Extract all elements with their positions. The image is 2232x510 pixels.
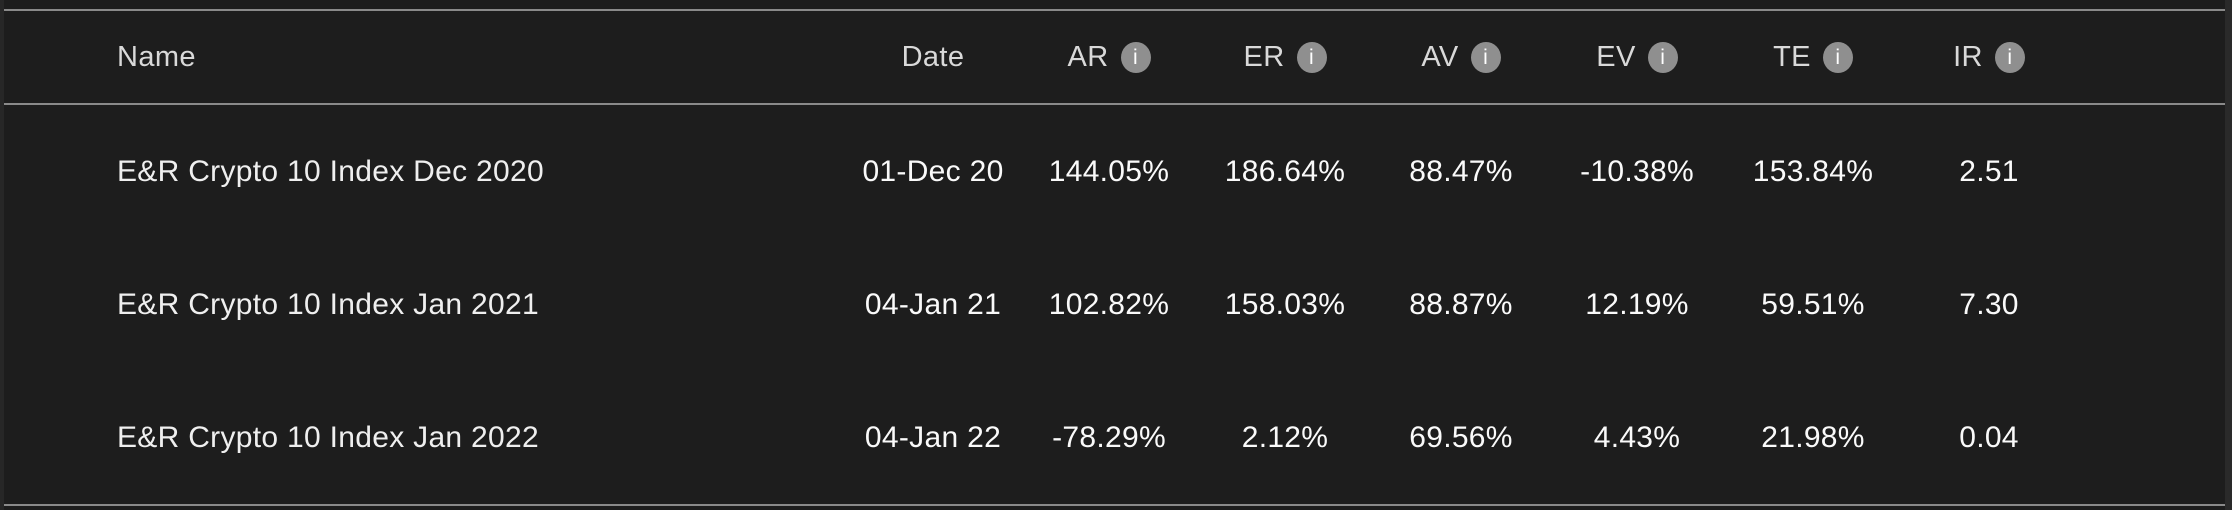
av-cell: 88.87% — [1409, 287, 1513, 321]
ir-cell: 2.51 — [1959, 154, 2019, 188]
header-label-er: ER — [1243, 40, 1285, 73]
ar-cell: 102.82% — [1048, 287, 1170, 321]
ev-cell: -10.38% — [1580, 154, 1694, 188]
ev-info-icon[interactable]: i — [1647, 41, 1678, 73]
av-info-icon[interactable]: i — [1470, 41, 1501, 73]
table-top-border — [4, 9, 2225, 11]
header-bottom-border — [4, 103, 2225, 105]
performance-metrics-table: Name Date AR i ER i AV i EV i TE i — [4, 0, 2225, 510]
te-cell: 21.98% — [1761, 420, 1865, 454]
name-cell: E&R Crypto 10 Index Jan 2021 — [117, 287, 539, 321]
te-cell: 59.51% — [1761, 287, 1865, 321]
header-label-ir: IR — [1953, 40, 1983, 73]
date-cell: 04-Jan 22 — [864, 420, 1002, 454]
er-cell: 2.12% — [1241, 420, 1329, 454]
date-cell: 04-Jan 21 — [864, 287, 1002, 321]
av-cell: 88.47% — [1409, 154, 1513, 188]
name-cell: E&R Crypto 10 Index Jan 2022 — [117, 420, 539, 454]
header-label-date: Date — [901, 40, 965, 73]
header-cell-ev: EV i — [1549, 41, 1725, 74]
ir-info-icon[interactable]: i — [1994, 41, 2025, 73]
date-cell: 01-Dec 20 — [862, 154, 1004, 188]
header-cell-ir: IR i — [1901, 41, 2077, 74]
header-label-ev: EV — [1596, 40, 1636, 73]
ir-cell: 0.04 — [1959, 420, 2019, 454]
table-row: E&R Crypto 10 Index Jan 2022 04-Jan 22 -… — [4, 371, 2225, 504]
er-cell: 186.64% — [1224, 154, 1346, 188]
page-background-strip — [2225, 0, 2232, 510]
er-info-icon[interactable]: i — [1296, 41, 1327, 73]
table-bottom-border — [4, 504, 2225, 506]
header-cell-name: Name — [117, 40, 196, 73]
table-header-row: Name Date AR i ER i AV i EV i TE i — [4, 11, 2225, 103]
header-label-av: AV — [1421, 40, 1459, 73]
te-info-icon[interactable]: i — [1822, 41, 1853, 73]
ev-cell: 12.19% — [1585, 287, 1689, 321]
header-cell-ar: AR i — [1021, 41, 1197, 74]
header-cell-av: AV i — [1373, 41, 1549, 74]
header-label-ar: AR — [1067, 40, 1109, 73]
av-cell: 69.56% — [1409, 420, 1513, 454]
header-cell-te: TE i — [1725, 41, 1901, 74]
header-label-te: TE — [1773, 40, 1811, 73]
table-row: E&R Crypto 10 Index Jan 2021 04-Jan 21 1… — [4, 238, 2225, 371]
er-cell: 158.03% — [1224, 287, 1346, 321]
header-cell-date: Date — [845, 41, 1021, 74]
header-cell-er: ER i — [1197, 41, 1373, 74]
ar-info-icon[interactable]: i — [1120, 41, 1151, 73]
ar-cell: -78.29% — [1052, 420, 1166, 454]
bottom-spacer — [4, 506, 2225, 510]
top-spacer — [4, 0, 2225, 9]
name-cell: E&R Crypto 10 Index Dec 2020 — [117, 154, 544, 188]
te-cell: 153.84% — [1752, 154, 1874, 188]
table-row: E&R Crypto 10 Index Dec 2020 01-Dec 20 1… — [4, 105, 2225, 238]
ev-cell: 4.43% — [1593, 420, 1681, 454]
ir-cell: 7.30 — [1959, 287, 2019, 321]
ar-cell: 144.05% — [1048, 154, 1170, 188]
